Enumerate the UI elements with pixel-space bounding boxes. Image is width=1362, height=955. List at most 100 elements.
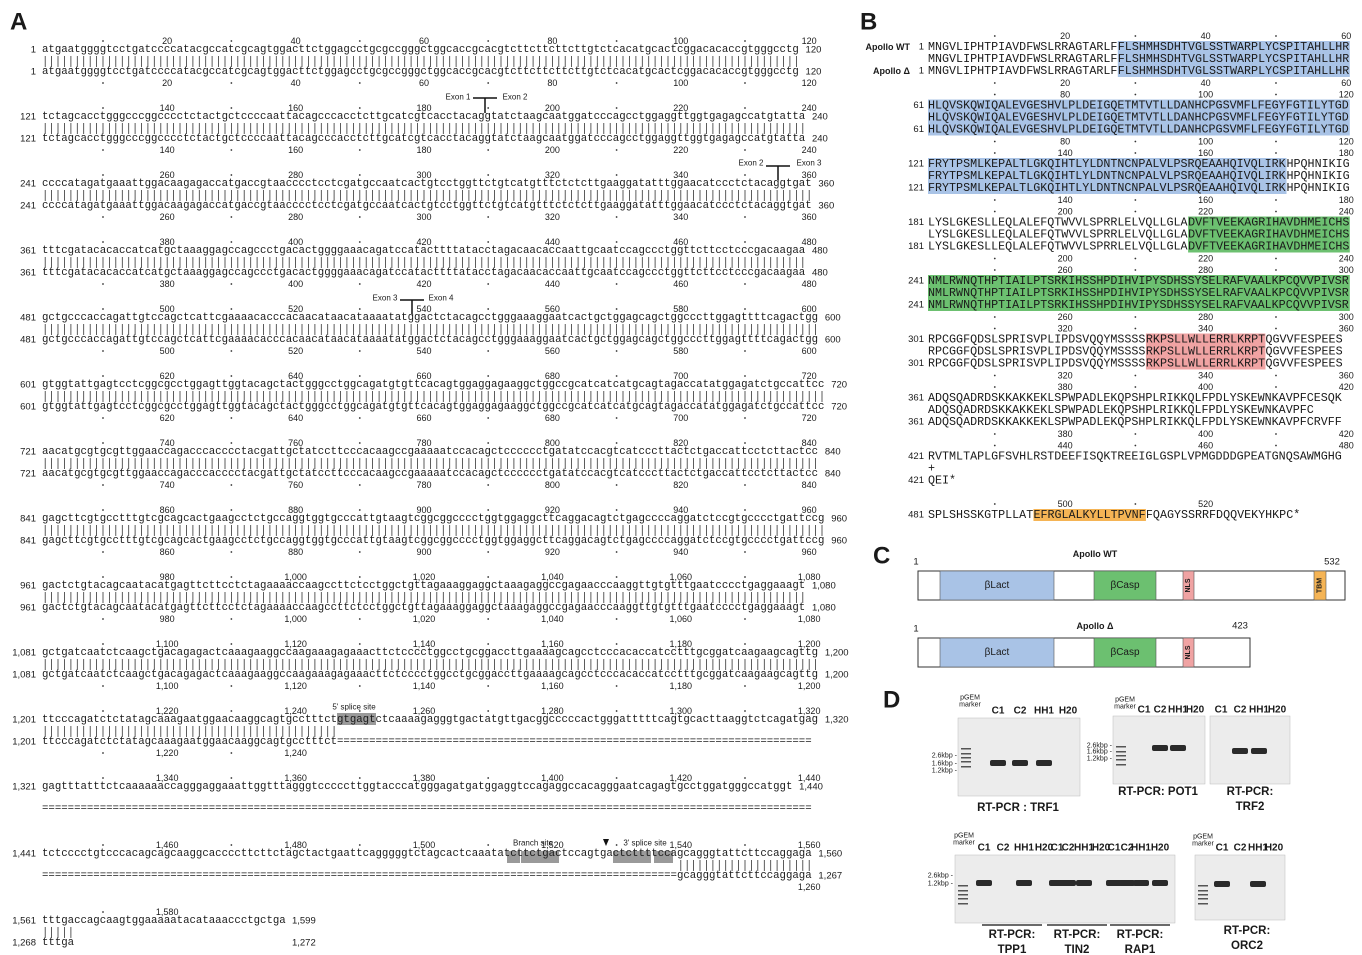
lane-label: C1 [1138,705,1151,716]
tick-dot [1134,82,1136,84]
position-tick: 420 [1339,429,1354,439]
tick-dot [102,509,104,511]
position-tick: 40 [1201,78,1211,88]
tick-dot [102,216,104,218]
position-tick: 140 [160,145,175,155]
tick-dot [744,216,746,218]
sequence: gactctgtacagcaatacatgagttcttcctctagaaaac… [42,602,805,614]
lane-label: C2 [1234,705,1247,716]
tick-dot [230,643,232,645]
panel-letter: A [10,9,27,36]
sequence: gctgatcaatctcaagctgacagagactcaaagaaggcca… [42,647,818,659]
lane-label: H20 [1268,705,1287,716]
ladder-band [1116,751,1126,753]
protein-sequence: LYSLGKESLLEQLALEFQTWVVLSPRRLELVQLLGLADVF… [928,240,1349,254]
tick-dot [616,350,618,352]
protein-sequence: ADQSQADRDSKKAKKEKLSPWPADLEKQPSHPLRIKKQLF… [928,415,1342,429]
row-start: 1,441 [12,849,36,860]
tick-dot [616,308,618,310]
sequence: gctgcccaccagattgtccagctcattcgaaaacacccac… [42,312,818,324]
residue-number: 421 [908,451,924,462]
tick-dot [487,216,489,218]
lane-label: H20 [1265,843,1284,854]
row-end: 840 [825,447,841,458]
tick-dot [359,685,361,687]
construct-name: Apollo WT [1073,549,1118,559]
row-start: 1,268 [12,938,36,949]
lane-label: C1 [1108,843,1121,854]
sequence: ========================================… [42,870,812,882]
tick-dot [102,442,104,444]
position-tick: 720 [802,413,817,423]
sequence: gagtttatttctcaaaaaaccagggaggaaattggtttag… [42,781,792,793]
sequence-segment: FLSHMHSDHTVGLSSTWARPLYCSPITAHLLHR [1118,64,1349,78]
tick-dot [994,82,996,84]
tick-dot [487,685,489,687]
annotation: Exon 2 [739,159,764,168]
tick-dot [102,308,104,310]
marker-label: pGEM [1115,697,1135,704]
tick-dot [487,777,489,779]
protein-sequence: QEI* [928,474,956,488]
sequence-segment: RVTMLTAPLGFSVHLRSTDEEFISQKTREEIGLGSPLVPM… [928,450,1342,464]
position-tick: 500 [160,346,175,356]
sequence: tttcgatacacaccatcatgctaaaggagccagccctgac… [42,267,806,279]
ladder-band [1198,885,1208,887]
tick-dot [1275,386,1277,388]
position-tick: 1,060 [670,614,693,624]
annotation: Exon 2 [503,93,528,102]
position-tick: 1,000 [284,614,307,624]
tick-dot [1275,94,1277,96]
size-label: 1.6kbp - [1087,749,1113,756]
tick-dot [102,40,104,42]
position-tick: 280 [1198,312,1213,322]
sequence-segment: RPCGGFQDSLSPRISVPLIPDSVQQYMSSSS [928,357,1145,371]
row-end: 240 [812,134,828,145]
tick-dot [616,844,618,846]
row-end: 1,599 [292,916,316,927]
ladder-band [958,890,968,892]
tick-dot [616,710,618,712]
tick-dot [1275,316,1277,318]
ladder-band [1116,764,1126,766]
row-end: 1,560 [818,849,842,860]
tick-dot [359,442,361,444]
row-start: 481 [20,335,36,346]
domain-label: βLact [985,580,1010,591]
sequence-segment: EFRGLALKYLLTPVNF [1033,508,1145,522]
lane-label: C2 [1234,843,1247,854]
tick-dot [359,551,361,553]
marker-label: marker [1192,841,1214,848]
tick-dot [616,149,618,151]
tick-dot [102,484,104,486]
tick-dot [616,82,618,84]
tick-dot [230,174,232,176]
sequence-segment: RKPSLLWLLERRLKRPT [1146,357,1265,371]
tick-dot [230,710,232,712]
tick-dot [616,643,618,645]
position-tick: 1,100 [156,681,179,691]
pcr-band [1250,881,1266,887]
position-tick: 560 [545,346,560,356]
annotation: Exon 3 [797,159,822,168]
position-tick: 180 [1339,195,1354,205]
position-tick: 1,180 [670,681,693,691]
tick-dot [487,618,489,620]
tick-dot [1275,269,1277,271]
tick-dot [359,216,361,218]
position-tick: 320 [1058,371,1073,381]
pcr-band [1016,880,1032,886]
tick-dot [487,308,489,310]
tick-dot [744,350,746,352]
gel-caption: RAP1 [1125,944,1156,955]
lane-label: HH1 [1014,843,1034,854]
pcr-band [1133,880,1149,886]
tick-dot [102,350,104,352]
sequence-name: Apollo WT [866,42,911,52]
ladder-band [958,894,968,896]
tick-dot [1275,328,1277,330]
tick-dot [1275,199,1277,201]
gel-caption: TRF2 [1236,801,1265,813]
tick-dot [1275,141,1277,143]
position-tick: 280 [288,212,303,222]
